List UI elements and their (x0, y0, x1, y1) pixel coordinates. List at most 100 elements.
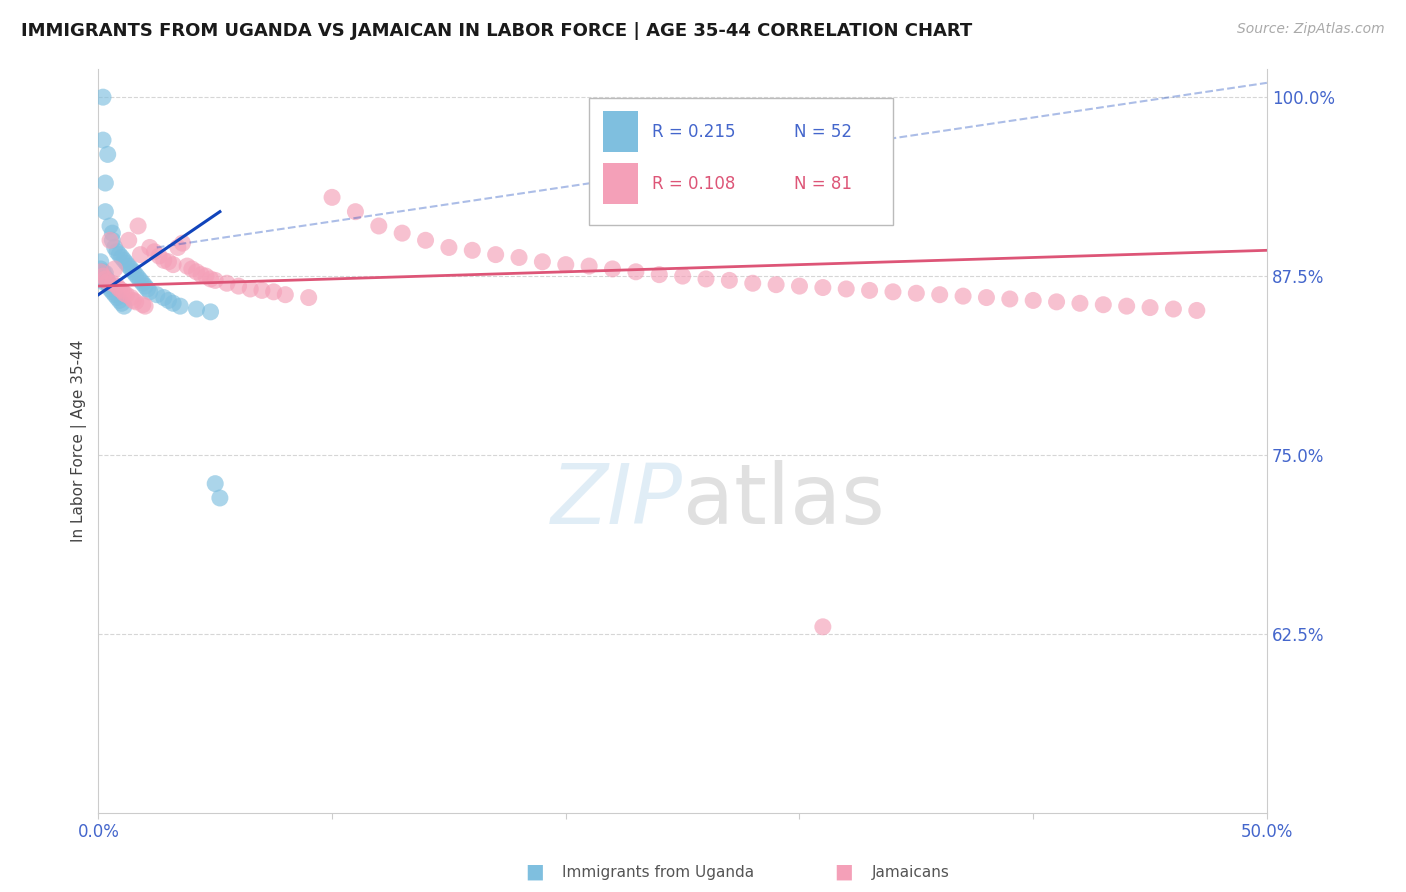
Point (204, 476, 226, 491)
Bar (603, 112, 638, 153)
Y-axis label: In Labor Force | Age 35-44: In Labor Force | Age 35-44 (72, 340, 87, 542)
Text: IMMIGRANTS FROM UGANDA VS JAMAICAN IN LABOR FORCE | AGE 35-44 CORRELATION CHART: IMMIGRANTS FROM UGANDA VS JAMAICAN IN LA… (21, 22, 973, 40)
Point (94, 272, 117, 286)
Point (91, 90, 114, 104)
Point (602, 261, 624, 276)
Point (672, 269, 695, 284)
Point (157, 254, 180, 268)
Point (111, 296, 134, 310)
Point (298, 291, 321, 305)
Point (239, 282, 262, 296)
Point (94, 204, 117, 219)
Point (186, 265, 208, 279)
Point (125, 294, 148, 309)
Point (127, 270, 149, 285)
Point (152, 253, 174, 268)
Point (194, 269, 217, 284)
Point (111, 284, 134, 298)
Point (115, 287, 138, 301)
Point (98, 282, 121, 296)
Point (101, 277, 124, 291)
Point (105, 244, 128, 259)
Text: N = 52: N = 52 (793, 123, 852, 141)
Point (134, 279, 156, 293)
Point (97, 275, 120, 289)
Point (91, 269, 114, 284)
Point (624, 265, 647, 279)
Point (263, 285, 285, 299)
Point (811, 620, 834, 634)
Point (648, 268, 671, 282)
Point (186, 301, 208, 316)
Point (112, 299, 135, 313)
Point (90, 265, 112, 279)
Point (508, 251, 530, 265)
Point (176, 259, 198, 273)
Text: Source: ZipAtlas.com: Source: ZipAtlas.com (1237, 22, 1385, 37)
Text: atlas: atlas (683, 459, 884, 541)
Point (97, 273, 120, 287)
Point (695, 272, 717, 286)
Text: ▪: ▪ (524, 858, 544, 887)
Text: N = 81: N = 81 (793, 175, 852, 193)
Point (250, 284, 273, 298)
Point (741, 277, 763, 291)
Point (789, 279, 811, 293)
Point (136, 282, 159, 296)
Point (200, 272, 222, 286)
Point (127, 219, 149, 233)
Point (132, 277, 155, 291)
Text: R = 0.108: R = 0.108 (652, 175, 735, 193)
Point (129, 247, 152, 261)
Point (578, 259, 600, 273)
Text: ▪: ▪ (834, 858, 853, 887)
Point (485, 247, 508, 261)
Point (200, 305, 222, 319)
Point (1069, 296, 1091, 310)
Point (101, 233, 124, 247)
Point (172, 236, 194, 251)
Point (118, 259, 141, 273)
Point (228, 279, 250, 293)
Point (122, 293, 145, 308)
Point (134, 299, 156, 313)
Point (91, 272, 114, 286)
Point (928, 287, 950, 301)
Point (97, 277, 120, 291)
Point (105, 291, 128, 305)
Point (108, 282, 131, 296)
Point (91, 275, 114, 289)
Point (146, 287, 169, 301)
Point (139, 285, 162, 299)
Point (858, 284, 880, 298)
Point (108, 293, 131, 308)
Point (112, 253, 135, 268)
Point (166, 240, 188, 254)
Point (94, 176, 117, 190)
Point (104, 261, 127, 276)
Text: ZIP: ZIP (551, 459, 683, 541)
Point (97, 147, 120, 161)
Point (120, 261, 142, 276)
Point (90, 265, 112, 279)
Point (143, 244, 166, 259)
Point (1115, 299, 1137, 313)
Point (108, 247, 131, 261)
Point (101, 226, 124, 240)
Point (180, 261, 202, 276)
Point (1139, 301, 1161, 315)
Point (152, 291, 174, 305)
Point (391, 226, 413, 240)
Point (718, 273, 741, 287)
Point (157, 293, 180, 308)
Point (90, 261, 112, 276)
Point (1163, 301, 1185, 316)
Point (148, 249, 170, 263)
Point (104, 287, 127, 301)
Point (461, 244, 484, 258)
Bar (603, 163, 638, 204)
Point (132, 298, 155, 312)
Point (101, 285, 124, 299)
Point (190, 268, 212, 282)
Text: Jamaicans: Jamaicans (872, 865, 949, 880)
